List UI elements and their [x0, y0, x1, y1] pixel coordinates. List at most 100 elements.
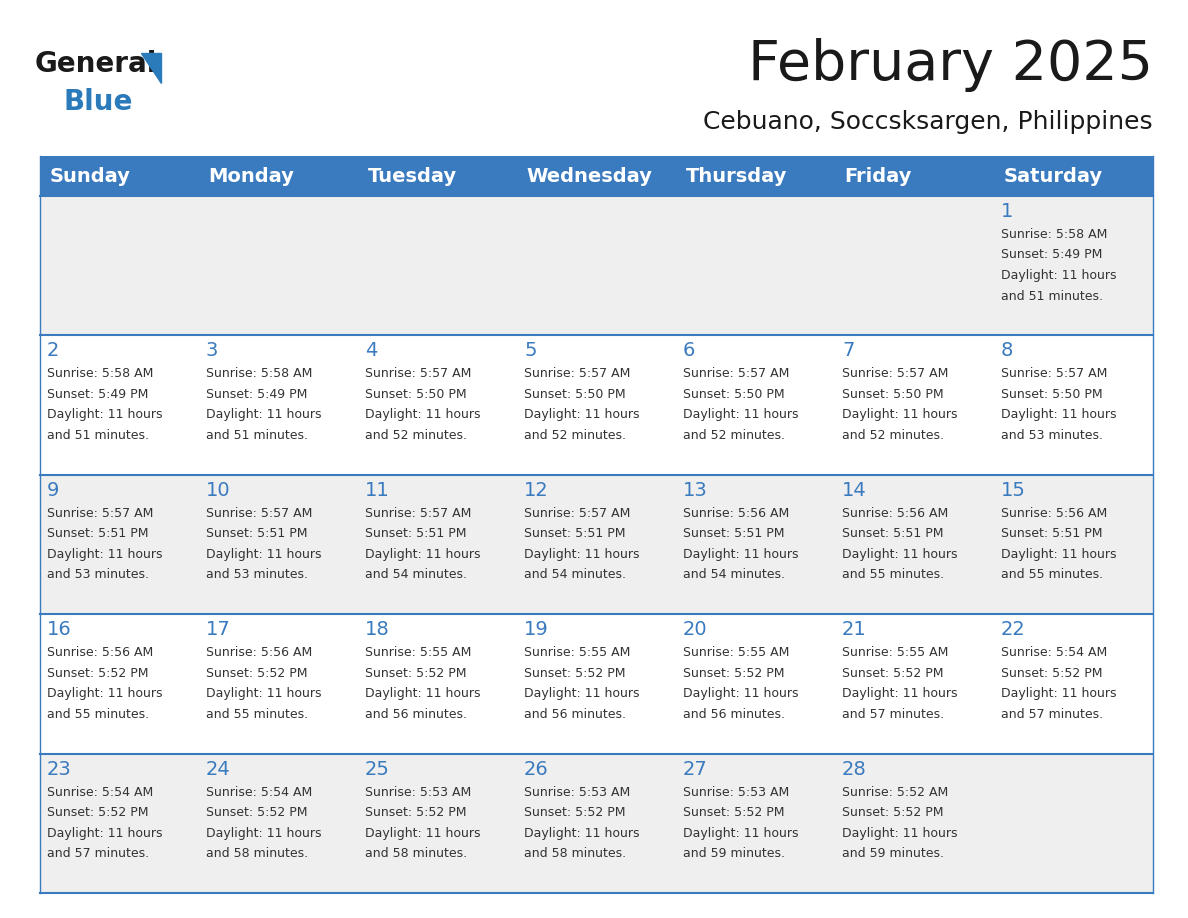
Text: Sunset: 5:52 PM: Sunset: 5:52 PM [524, 806, 626, 819]
Text: Sunset: 5:50 PM: Sunset: 5:50 PM [842, 388, 943, 401]
Text: and 58 minutes.: and 58 minutes. [206, 847, 308, 860]
Text: Sunset: 5:52 PM: Sunset: 5:52 PM [48, 666, 148, 679]
Text: Sunset: 5:51 PM: Sunset: 5:51 PM [524, 527, 626, 541]
Text: Sunset: 5:50 PM: Sunset: 5:50 PM [365, 388, 467, 401]
Text: Sunrise: 5:55 AM: Sunrise: 5:55 AM [842, 646, 948, 659]
Text: Sunset: 5:52 PM: Sunset: 5:52 PM [683, 806, 784, 819]
Text: Sunset: 5:49 PM: Sunset: 5:49 PM [1001, 249, 1102, 262]
Text: Daylight: 11 hours: Daylight: 11 hours [48, 548, 163, 561]
Text: Daylight: 11 hours: Daylight: 11 hours [842, 826, 958, 840]
Text: Daylight: 11 hours: Daylight: 11 hours [365, 688, 480, 700]
Text: 6: 6 [683, 341, 695, 361]
Text: 21: 21 [842, 621, 867, 639]
Text: 9: 9 [48, 481, 59, 499]
Text: and 59 minutes.: and 59 minutes. [683, 847, 785, 860]
Text: Sunrise: 5:56 AM: Sunrise: 5:56 AM [1001, 507, 1107, 520]
Text: Sunrise: 5:57 AM: Sunrise: 5:57 AM [206, 507, 312, 520]
Text: and 53 minutes.: and 53 minutes. [48, 568, 148, 581]
Text: Sunrise: 5:53 AM: Sunrise: 5:53 AM [683, 786, 789, 799]
Text: Sunrise: 5:58 AM: Sunrise: 5:58 AM [206, 367, 312, 380]
Bar [40, 196, 1154, 335]
Text: 26: 26 [524, 759, 549, 778]
Bar [40, 614, 1154, 754]
Bar [40, 335, 1154, 475]
Text: and 55 minutes.: and 55 minutes. [48, 708, 150, 721]
Text: Sunrise: 5:53 AM: Sunrise: 5:53 AM [365, 786, 472, 799]
Text: Sunrise: 5:56 AM: Sunrise: 5:56 AM [842, 507, 948, 520]
Text: Sunset: 5:50 PM: Sunset: 5:50 PM [524, 388, 626, 401]
Text: Daylight: 11 hours: Daylight: 11 hours [683, 826, 798, 840]
Text: 14: 14 [842, 481, 867, 499]
Text: Daylight: 11 hours: Daylight: 11 hours [524, 826, 639, 840]
Text: Sunrise: 5:57 AM: Sunrise: 5:57 AM [842, 367, 948, 380]
Text: Monday: Monday [209, 166, 295, 185]
Text: 28: 28 [842, 759, 867, 778]
Text: and 55 minutes.: and 55 minutes. [842, 568, 944, 581]
Text: Daylight: 11 hours: Daylight: 11 hours [48, 688, 163, 700]
Text: Daylight: 11 hours: Daylight: 11 hours [1001, 409, 1117, 421]
Text: Sunset: 5:52 PM: Sunset: 5:52 PM [206, 806, 308, 819]
Text: 15: 15 [1001, 481, 1026, 499]
Text: Wednesday: Wednesday [526, 166, 652, 185]
Text: Sunrise: 5:56 AM: Sunrise: 5:56 AM [206, 646, 312, 659]
Text: 4: 4 [365, 341, 378, 361]
Text: and 56 minutes.: and 56 minutes. [365, 708, 467, 721]
Text: 1: 1 [1001, 202, 1013, 221]
Text: Saturday: Saturday [1004, 166, 1102, 185]
Text: Sunset: 5:50 PM: Sunset: 5:50 PM [683, 388, 784, 401]
Bar [358, 156, 517, 196]
Text: Sunrise: 5:55 AM: Sunrise: 5:55 AM [524, 646, 631, 659]
Text: Daylight: 11 hours: Daylight: 11 hours [1001, 269, 1117, 282]
Text: Sunset: 5:49 PM: Sunset: 5:49 PM [48, 388, 148, 401]
Text: 8: 8 [1001, 341, 1013, 361]
Text: 3: 3 [206, 341, 219, 361]
Text: Daylight: 11 hours: Daylight: 11 hours [1001, 548, 1117, 561]
Text: Sunset: 5:52 PM: Sunset: 5:52 PM [365, 806, 467, 819]
Text: and 58 minutes.: and 58 minutes. [365, 847, 467, 860]
Text: General: General [34, 50, 157, 78]
Text: Sunrise: 5:53 AM: Sunrise: 5:53 AM [524, 786, 631, 799]
Text: Daylight: 11 hours: Daylight: 11 hours [842, 688, 958, 700]
Bar [517, 156, 676, 196]
Text: and 55 minutes.: and 55 minutes. [1001, 568, 1104, 581]
Text: and 53 minutes.: and 53 minutes. [206, 568, 308, 581]
Text: Daylight: 11 hours: Daylight: 11 hours [365, 409, 480, 421]
Text: Cebuano, Soccsksargen, Philippines: Cebuano, Soccsksargen, Philippines [703, 110, 1154, 134]
Text: Sunrise: 5:57 AM: Sunrise: 5:57 AM [1001, 367, 1107, 380]
Text: Daylight: 11 hours: Daylight: 11 hours [842, 548, 958, 561]
Text: 19: 19 [524, 621, 549, 639]
Text: Daylight: 11 hours: Daylight: 11 hours [683, 548, 798, 561]
Text: Sunrise: 5:54 AM: Sunrise: 5:54 AM [206, 786, 312, 799]
Text: Sunset: 5:51 PM: Sunset: 5:51 PM [1001, 527, 1102, 541]
Bar [40, 754, 1154, 893]
Bar [40, 475, 1154, 614]
Text: Daylight: 11 hours: Daylight: 11 hours [1001, 688, 1117, 700]
Text: and 56 minutes.: and 56 minutes. [524, 708, 626, 721]
Text: and 56 minutes.: and 56 minutes. [683, 708, 785, 721]
Text: and 59 minutes.: and 59 minutes. [842, 847, 944, 860]
Bar [994, 156, 1154, 196]
Text: Sunrise: 5:57 AM: Sunrise: 5:57 AM [524, 507, 631, 520]
Bar [200, 156, 358, 196]
Text: Daylight: 11 hours: Daylight: 11 hours [365, 548, 480, 561]
Text: Sunrise: 5:57 AM: Sunrise: 5:57 AM [683, 367, 789, 380]
Text: 18: 18 [365, 621, 390, 639]
Text: Sunset: 5:52 PM: Sunset: 5:52 PM [524, 666, 626, 679]
Bar [835, 156, 994, 196]
Text: Sunset: 5:52 PM: Sunset: 5:52 PM [206, 666, 308, 679]
Text: Friday: Friday [845, 166, 912, 185]
Text: and 55 minutes.: and 55 minutes. [206, 708, 308, 721]
Text: Sunrise: 5:56 AM: Sunrise: 5:56 AM [48, 646, 153, 659]
Text: and 51 minutes.: and 51 minutes. [48, 429, 148, 442]
Text: 11: 11 [365, 481, 390, 499]
Text: 22: 22 [1001, 621, 1025, 639]
Text: Sunset: 5:50 PM: Sunset: 5:50 PM [1001, 388, 1102, 401]
Text: Daylight: 11 hours: Daylight: 11 hours [524, 688, 639, 700]
Text: 10: 10 [206, 481, 230, 499]
Text: 16: 16 [48, 621, 71, 639]
Text: 5: 5 [524, 341, 537, 361]
Text: Daylight: 11 hours: Daylight: 11 hours [524, 548, 639, 561]
Text: and 57 minutes.: and 57 minutes. [48, 847, 150, 860]
Text: Sunset: 5:49 PM: Sunset: 5:49 PM [206, 388, 308, 401]
Text: Blue: Blue [63, 88, 132, 116]
